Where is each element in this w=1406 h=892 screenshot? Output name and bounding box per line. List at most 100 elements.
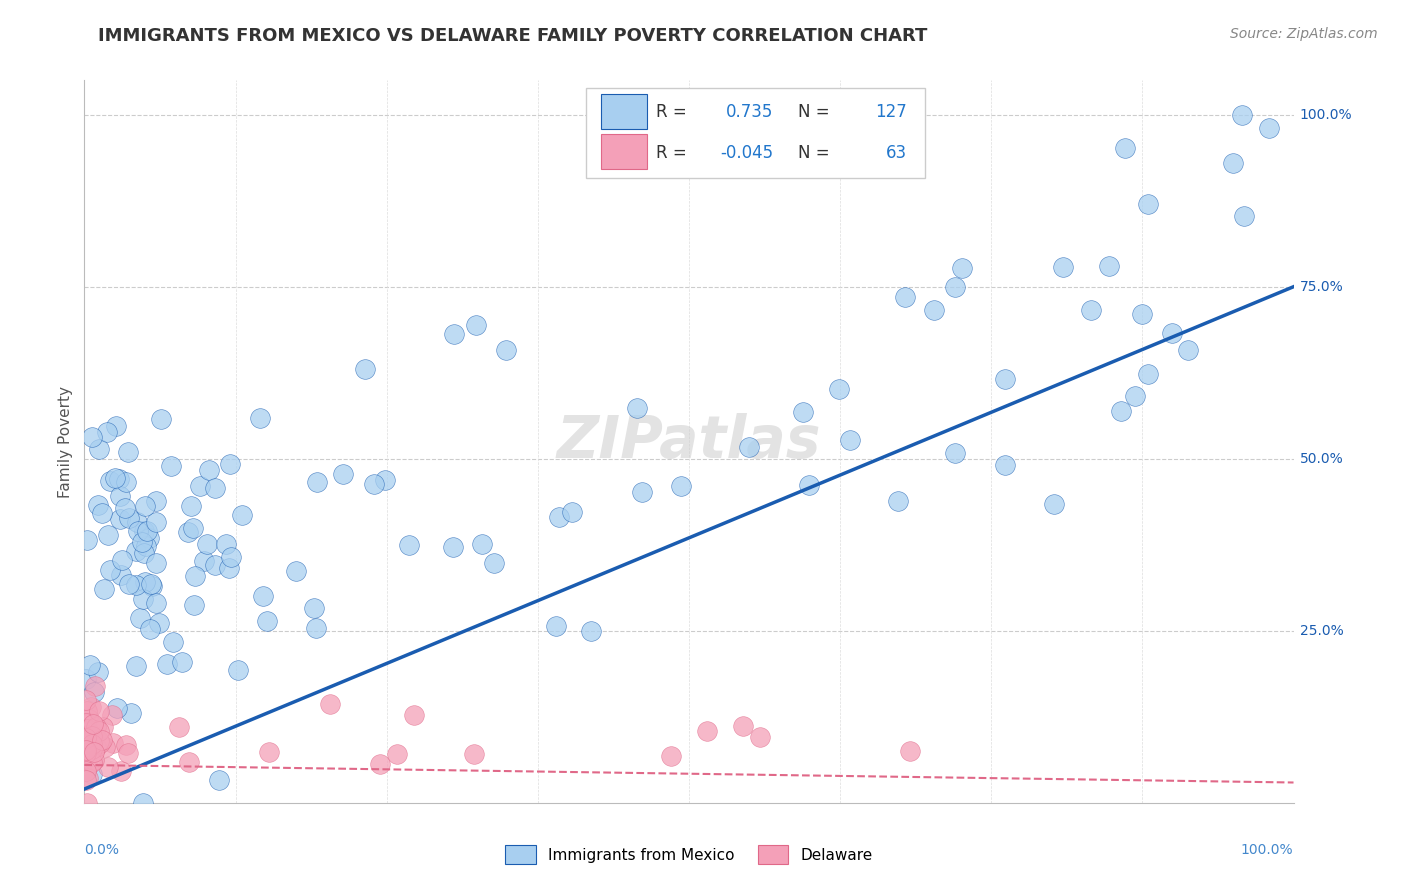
Text: IMMIGRANTS FROM MEXICO VS DELAWARE FAMILY POVERTY CORRELATION CHART: IMMIGRANTS FROM MEXICO VS DELAWARE FAMIL… [98, 27, 928, 45]
Point [332, 467, 354, 482]
Point [363, 477, 385, 491]
Point [943, 446, 966, 460]
Point [797, 478, 820, 492]
Point [828, 382, 851, 396]
Point [94, 740, 117, 755]
Point [127, 524, 149, 538]
Point [256, 614, 278, 628]
Point [219, 550, 242, 565]
Text: 25.0%: 25.0% [1299, 624, 1343, 638]
Point [696, 723, 718, 738]
Point [748, 730, 770, 744]
Point [77, 742, 100, 756]
Point [626, 401, 648, 415]
Text: N =: N = [797, 103, 830, 121]
Point [887, 494, 910, 508]
Point [75, 731, 97, 745]
Text: -0.045: -0.045 [720, 144, 773, 161]
Point [183, 599, 205, 613]
Point [302, 601, 325, 615]
Point [195, 537, 218, 551]
Point [374, 473, 396, 487]
Point [204, 482, 226, 496]
Point [579, 624, 602, 638]
Point [1098, 259, 1121, 273]
Point [80, 742, 103, 756]
Point [97, 760, 120, 774]
Point [226, 663, 249, 677]
Point [97, 528, 120, 542]
Bar [600, 135, 647, 169]
Point [120, 706, 142, 721]
Point [79, 732, 101, 747]
Point [84, 720, 107, 734]
Point [134, 499, 156, 513]
Point [115, 739, 138, 753]
Point [561, 505, 583, 519]
Point [79, 739, 101, 754]
Point [79, 716, 101, 731]
Text: N =: N = [797, 144, 830, 161]
Point [93, 582, 115, 596]
Point [87, 734, 110, 748]
Point [1130, 307, 1153, 321]
Point [75, 753, 97, 767]
Text: ZIPatlas: ZIPatlas [557, 413, 821, 470]
Point [1222, 156, 1244, 170]
Point [125, 578, 148, 592]
Point [80, 430, 103, 444]
Point [138, 622, 160, 636]
Text: R =: R = [657, 144, 688, 161]
Point [87, 442, 110, 457]
Point [249, 411, 271, 425]
Point [631, 484, 654, 499]
Point [75, 772, 97, 787]
Point [257, 745, 280, 759]
Point [117, 746, 139, 760]
Point [1137, 368, 1160, 382]
Text: 50.0%: 50.0% [1299, 451, 1343, 466]
FancyBboxPatch shape [586, 87, 925, 178]
Text: Source: ZipAtlas.com: Source: ZipAtlas.com [1230, 27, 1378, 41]
Point [305, 475, 328, 490]
Point [84, 740, 107, 755]
Point [994, 458, 1017, 473]
Point [111, 553, 134, 567]
Point [129, 611, 152, 625]
Point [76, 533, 98, 547]
Point [75, 715, 97, 730]
Point [1043, 497, 1066, 511]
Point [548, 510, 571, 524]
Point [387, 747, 409, 761]
Point [118, 511, 141, 525]
Bar [600, 94, 647, 128]
Point [131, 796, 153, 810]
Point [1080, 302, 1102, 317]
Point [75, 742, 97, 756]
Point [318, 697, 340, 711]
Point [134, 575, 156, 590]
Point [1230, 108, 1253, 122]
Point [943, 279, 966, 293]
Point [75, 728, 97, 742]
Point [193, 554, 215, 568]
Text: 63: 63 [886, 144, 907, 161]
Point [167, 720, 190, 734]
Point [162, 635, 184, 649]
Point [108, 512, 131, 526]
Point [125, 544, 148, 558]
Point [115, 475, 138, 490]
Point [464, 318, 486, 333]
Point [1258, 121, 1281, 136]
Point [463, 747, 485, 762]
Point [145, 493, 167, 508]
Point [1233, 209, 1256, 223]
Point [91, 720, 114, 734]
Point [98, 475, 121, 489]
Point [75, 744, 97, 758]
Point [75, 764, 97, 778]
Point [136, 524, 159, 538]
Point [75, 693, 97, 707]
Point [75, 746, 97, 760]
Point [1137, 197, 1160, 211]
